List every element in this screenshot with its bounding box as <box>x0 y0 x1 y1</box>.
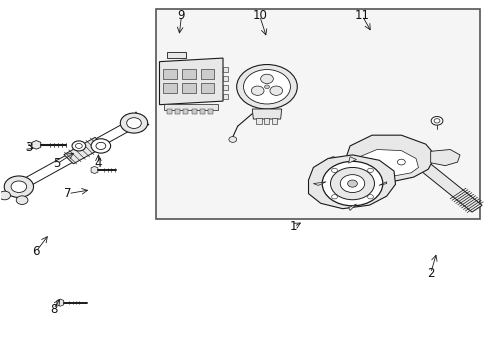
Circle shape <box>434 119 440 123</box>
Circle shape <box>11 181 26 193</box>
Circle shape <box>270 86 283 95</box>
Bar <box>223 94 228 99</box>
Circle shape <box>237 64 297 109</box>
Bar <box>200 109 205 114</box>
Circle shape <box>126 118 141 129</box>
Bar <box>182 69 196 80</box>
Text: 7: 7 <box>64 187 72 200</box>
Circle shape <box>72 141 86 151</box>
Text: 10: 10 <box>252 9 267 22</box>
Polygon shape <box>348 157 356 163</box>
Bar <box>156 9 480 220</box>
Polygon shape <box>379 182 387 185</box>
Circle shape <box>332 195 338 199</box>
Bar <box>264 118 270 125</box>
Circle shape <box>368 168 373 172</box>
Bar <box>175 109 180 114</box>
Circle shape <box>121 113 147 133</box>
Circle shape <box>331 167 374 200</box>
Polygon shape <box>314 182 326 185</box>
Polygon shape <box>32 140 41 149</box>
Circle shape <box>75 143 82 148</box>
Polygon shape <box>348 204 356 211</box>
Polygon shape <box>167 51 186 58</box>
Text: 4: 4 <box>95 157 102 170</box>
Circle shape <box>265 85 270 89</box>
Bar <box>192 109 196 114</box>
Circle shape <box>4 176 33 198</box>
Bar <box>200 69 214 80</box>
Polygon shape <box>309 155 395 209</box>
Polygon shape <box>431 149 460 166</box>
Text: 3: 3 <box>25 140 33 153</box>
Polygon shape <box>360 149 418 176</box>
Polygon shape <box>64 138 104 164</box>
Polygon shape <box>326 157 345 171</box>
Circle shape <box>431 117 443 125</box>
Bar <box>272 118 277 125</box>
Bar <box>183 109 188 114</box>
Bar <box>223 67 228 72</box>
Bar <box>256 118 262 125</box>
Circle shape <box>251 86 264 95</box>
Bar <box>164 104 218 110</box>
Polygon shape <box>57 299 64 306</box>
Bar <box>167 109 172 114</box>
Circle shape <box>340 175 365 193</box>
Circle shape <box>397 159 405 165</box>
Circle shape <box>0 191 10 200</box>
Bar <box>182 83 196 93</box>
Polygon shape <box>91 166 98 174</box>
Polygon shape <box>345 135 436 182</box>
Bar <box>208 109 213 114</box>
Circle shape <box>368 195 373 199</box>
Bar <box>223 76 228 81</box>
Text: 2: 2 <box>427 267 435 280</box>
Text: 8: 8 <box>50 303 57 316</box>
Circle shape <box>347 180 357 187</box>
Circle shape <box>244 69 291 104</box>
Bar <box>163 83 177 93</box>
Bar <box>163 69 177 80</box>
Text: 9: 9 <box>178 9 185 22</box>
Circle shape <box>261 74 273 84</box>
Polygon shape <box>252 109 282 119</box>
Text: 6: 6 <box>32 245 40 258</box>
Text: 11: 11 <box>355 9 370 22</box>
Bar <box>223 85 228 90</box>
Polygon shape <box>396 144 482 212</box>
Circle shape <box>322 161 383 206</box>
Text: 1: 1 <box>290 220 297 233</box>
Circle shape <box>332 168 338 172</box>
Bar <box>200 83 214 93</box>
Circle shape <box>16 196 28 204</box>
Circle shape <box>91 139 111 153</box>
Circle shape <box>229 136 237 142</box>
Polygon shape <box>15 120 138 190</box>
Circle shape <box>367 159 377 166</box>
Polygon shape <box>159 58 223 105</box>
Circle shape <box>96 142 106 149</box>
Text: 5: 5 <box>53 157 61 170</box>
